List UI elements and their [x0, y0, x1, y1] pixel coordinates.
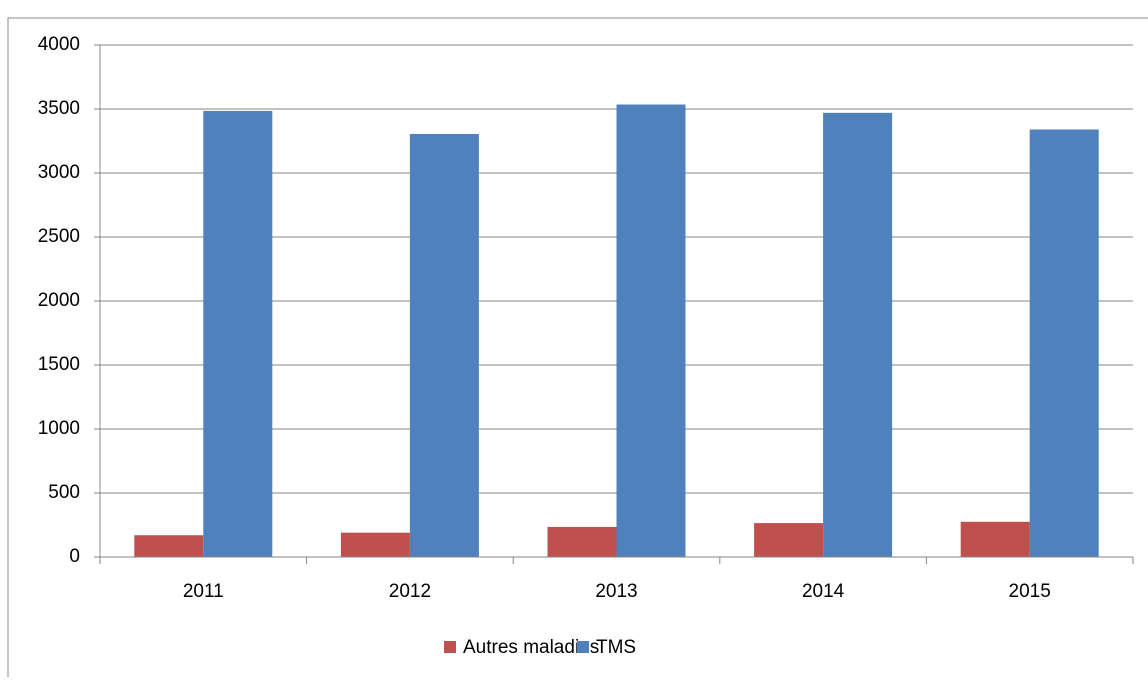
bar: [134, 535, 204, 557]
bar: [1029, 129, 1099, 558]
legend-label: TMS: [596, 637, 636, 658]
x-tick-label: 2011: [183, 581, 224, 602]
y-tick-label: 2000: [38, 290, 80, 311]
bar: [823, 112, 893, 557]
legend-swatch: [577, 641, 589, 653]
legend-label: Autres maladies: [463, 637, 599, 658]
bar: [340, 532, 410, 557]
y-tick-label: 1500: [38, 354, 80, 375]
y-tick-label: 3500: [38, 98, 80, 119]
bar: [547, 526, 617, 557]
x-tick-label: 2014: [802, 581, 845, 602]
x-tick-label: 2012: [389, 581, 431, 602]
bar: [754, 523, 824, 557]
bar: [203, 110, 273, 558]
y-tick-label: 4000: [38, 34, 80, 55]
x-tick-label: 2013: [595, 581, 637, 602]
y-tick-label: 3000: [38, 162, 80, 183]
y-tick-label: 2500: [38, 226, 80, 247]
y-tick-label: 0: [69, 546, 80, 567]
legend-swatch: [444, 641, 456, 653]
bar: [960, 521, 1030, 557]
y-tick-label: 500: [48, 482, 80, 503]
bar: [616, 104, 686, 558]
bar: [409, 133, 479, 557]
chart-frame: [7, 17, 1148, 682]
x-tick-label: 2015: [1009, 581, 1051, 602]
y-tick-label: 1000: [38, 418, 80, 439]
